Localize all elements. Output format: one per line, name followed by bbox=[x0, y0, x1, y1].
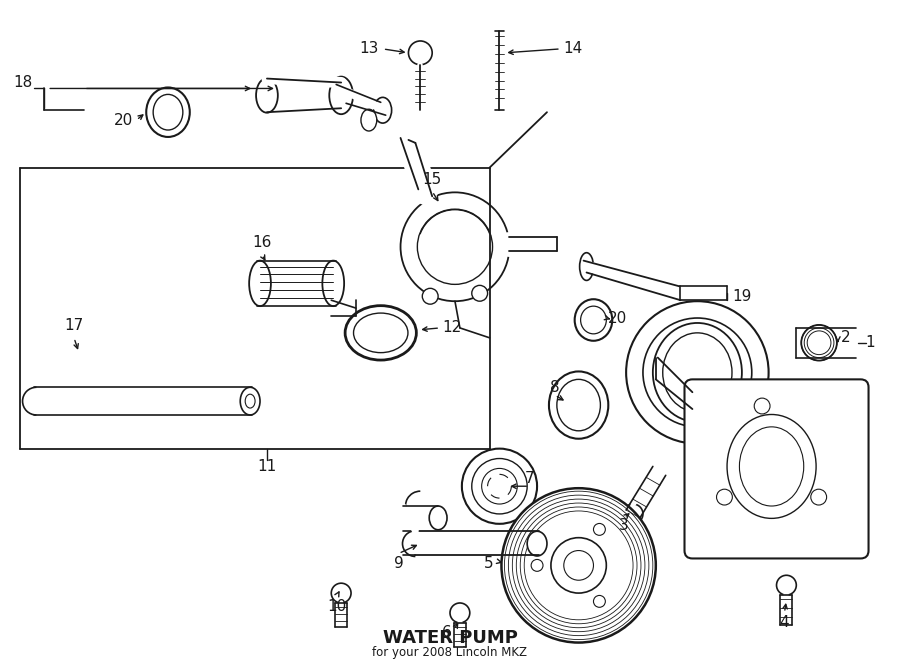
Circle shape bbox=[593, 596, 606, 607]
Ellipse shape bbox=[374, 97, 392, 123]
Circle shape bbox=[450, 603, 470, 623]
Ellipse shape bbox=[329, 77, 353, 114]
Text: 16: 16 bbox=[252, 235, 272, 251]
Text: 7: 7 bbox=[525, 471, 534, 486]
Circle shape bbox=[331, 583, 351, 603]
Text: 4: 4 bbox=[779, 615, 789, 631]
Circle shape bbox=[551, 537, 607, 593]
Ellipse shape bbox=[345, 305, 417, 360]
Circle shape bbox=[409, 41, 432, 65]
Text: 3: 3 bbox=[619, 518, 629, 533]
Ellipse shape bbox=[575, 299, 612, 341]
Ellipse shape bbox=[549, 371, 608, 439]
Text: 20: 20 bbox=[114, 112, 133, 128]
Circle shape bbox=[593, 524, 606, 535]
Text: 19: 19 bbox=[732, 289, 752, 304]
Circle shape bbox=[716, 489, 733, 505]
Text: 18: 18 bbox=[14, 75, 32, 90]
Text: 12: 12 bbox=[442, 321, 462, 335]
FancyBboxPatch shape bbox=[685, 379, 868, 559]
Text: WATER PUMP: WATER PUMP bbox=[382, 629, 518, 646]
Ellipse shape bbox=[256, 78, 278, 113]
Circle shape bbox=[811, 489, 826, 505]
Ellipse shape bbox=[652, 323, 742, 422]
Circle shape bbox=[623, 504, 643, 524]
Ellipse shape bbox=[580, 253, 593, 280]
Text: 17: 17 bbox=[65, 319, 84, 333]
Circle shape bbox=[462, 449, 537, 524]
Text: 6: 6 bbox=[442, 625, 452, 640]
Text: 14: 14 bbox=[563, 42, 583, 56]
Text: 11: 11 bbox=[257, 459, 276, 474]
Text: 1: 1 bbox=[866, 335, 875, 350]
Circle shape bbox=[626, 301, 769, 444]
Circle shape bbox=[501, 488, 656, 642]
Circle shape bbox=[754, 398, 770, 414]
Text: 8: 8 bbox=[550, 380, 560, 395]
Ellipse shape bbox=[322, 260, 344, 306]
Text: 2: 2 bbox=[841, 330, 850, 345]
Text: 9: 9 bbox=[393, 556, 403, 571]
Circle shape bbox=[472, 286, 488, 301]
Circle shape bbox=[400, 192, 509, 301]
Ellipse shape bbox=[361, 109, 377, 131]
Circle shape bbox=[531, 559, 543, 571]
Ellipse shape bbox=[429, 506, 447, 529]
Text: for your 2008 Lincoln MKZ: for your 2008 Lincoln MKZ bbox=[373, 646, 527, 659]
Ellipse shape bbox=[146, 87, 190, 137]
Text: 13: 13 bbox=[359, 42, 379, 56]
Text: 15: 15 bbox=[423, 172, 442, 187]
Text: 10: 10 bbox=[328, 600, 346, 615]
Ellipse shape bbox=[527, 531, 547, 556]
Circle shape bbox=[801, 325, 837, 360]
Text: 20: 20 bbox=[608, 311, 627, 325]
Ellipse shape bbox=[249, 260, 271, 306]
Circle shape bbox=[422, 288, 438, 304]
Circle shape bbox=[777, 575, 797, 595]
Text: 5: 5 bbox=[484, 556, 493, 571]
Ellipse shape bbox=[240, 387, 260, 415]
